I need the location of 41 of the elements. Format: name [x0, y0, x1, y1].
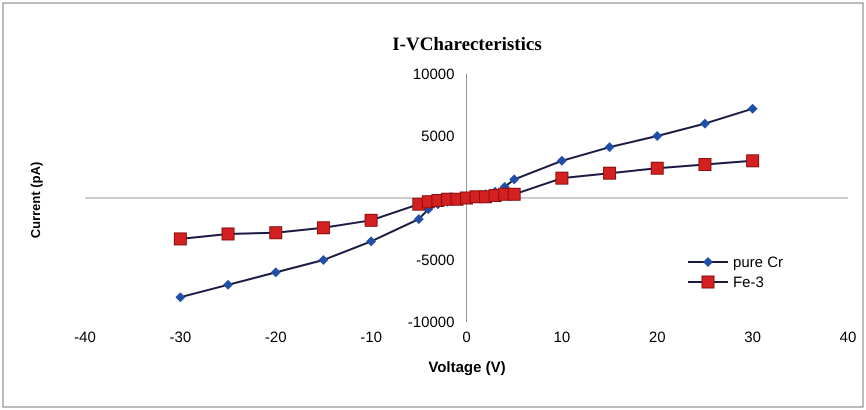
point — [269, 226, 282, 240]
point — [316, 221, 330, 234]
point — [175, 292, 186, 302]
x-tick-label: -40 — [74, 329, 96, 346]
point — [270, 267, 281, 278]
point — [222, 227, 235, 240]
x-tick-label: -30 — [170, 329, 192, 346]
y-tick-label: -10000 — [408, 314, 454, 331]
x-tick-label: 10 — [554, 329, 570, 346]
legend-label: Fe-3 — [733, 274, 764, 291]
x-tick-label: -10 — [360, 329, 382, 346]
point — [364, 214, 378, 227]
point — [746, 154, 760, 168]
point — [366, 236, 376, 246]
x-tick-label: -20 — [264, 329, 287, 346]
y-tick-label: 5000 — [421, 128, 454, 145]
x-tick-label: 40 — [840, 329, 856, 346]
point — [556, 156, 567, 166]
point — [700, 118, 710, 129]
point — [555, 172, 568, 185]
point — [748, 104, 758, 114]
legend-label: pure Cr — [733, 254, 784, 271]
point — [508, 188, 521, 201]
point — [318, 255, 328, 265]
x-tick-label: 20 — [648, 329, 666, 346]
point — [604, 142, 615, 152]
x-axis-title: Voltage (V) — [428, 359, 506, 376]
point — [509, 174, 520, 184]
point — [652, 131, 662, 141]
y-axis-title: Current (pA) — [28, 162, 43, 238]
point — [414, 214, 424, 224]
point — [698, 158, 712, 172]
x-tick-label: 30 — [744, 329, 761, 346]
point — [650, 162, 664, 175]
point — [174, 232, 187, 246]
point — [603, 166, 616, 180]
y-tick-label: 10000 — [412, 66, 454, 83]
x-tick-label: 0 — [462, 329, 471, 346]
chart-title: I-VCharecteristics — [392, 34, 542, 55]
point — [223, 280, 234, 290]
y-tick-label: -5000 — [416, 252, 454, 269]
